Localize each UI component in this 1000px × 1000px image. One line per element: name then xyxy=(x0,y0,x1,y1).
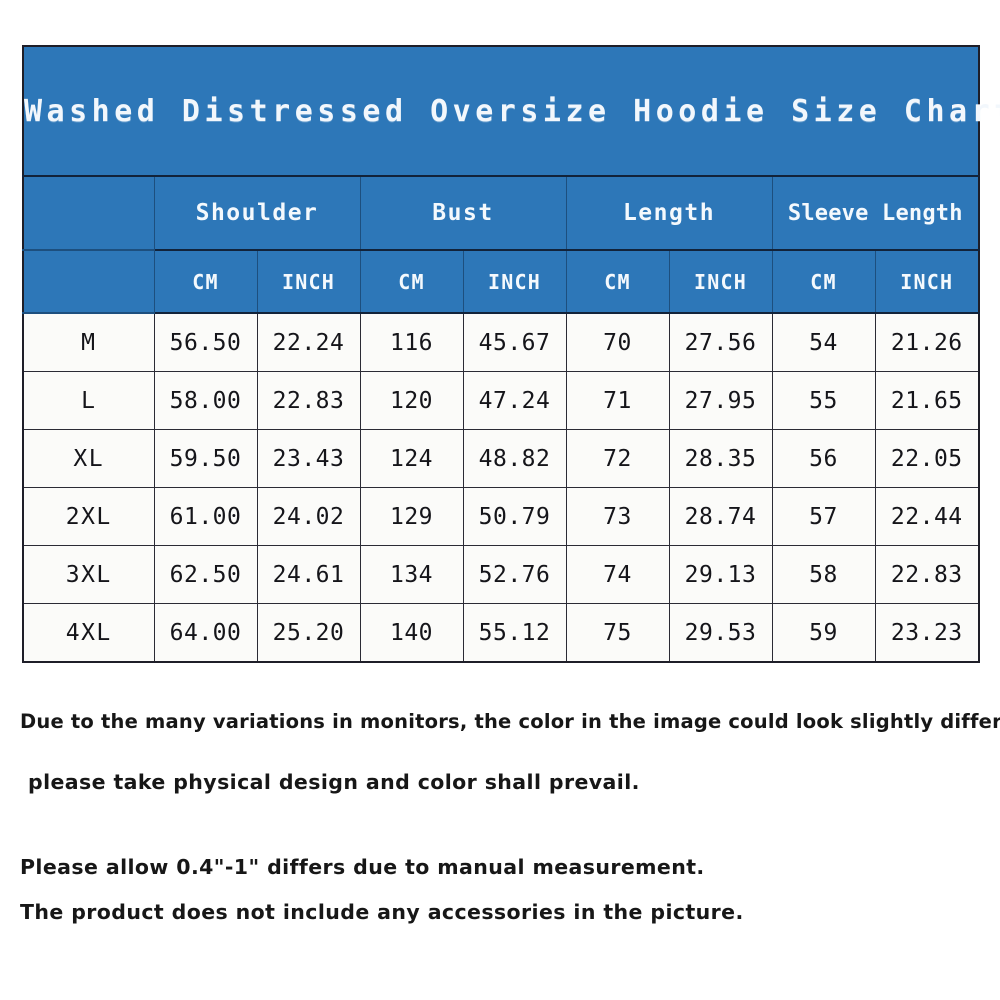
header-group-shoulder: Shoulder xyxy=(153,175,361,251)
cell-shoulder-inch: 23.43 xyxy=(256,429,361,488)
table-row: 4XL 64.00 25.20 140 55.12 75 29.53 59 23… xyxy=(22,603,980,663)
cell-sleeve-inch: 21.65 xyxy=(874,371,980,430)
cell-sleeve-inch: 22.44 xyxy=(874,487,980,546)
cell-length-cm: 70 xyxy=(565,312,670,372)
cell-sleeve-cm: 57 xyxy=(771,487,876,546)
unit-bust-cm: CM xyxy=(359,249,464,314)
cell-length-inch: 27.56 xyxy=(668,312,773,372)
cell-shoulder-cm: 64.00 xyxy=(153,603,258,663)
size-chart-table: Washed Distressed Oversize Hoodie Size C… xyxy=(22,45,1000,663)
unit-length-inch: INCH xyxy=(668,249,773,314)
cell-sleeve-cm: 59 xyxy=(771,603,876,663)
cell-sleeve-inch: 23.23 xyxy=(874,603,980,663)
cell-length-cm: 73 xyxy=(565,487,670,546)
unit-shoulder-cm: CM xyxy=(153,249,258,314)
header-group-sleeve-length: Sleeve Length xyxy=(771,175,980,251)
unit-bust-inch: INCH xyxy=(462,249,567,314)
cell-length-inch: 28.35 xyxy=(668,429,773,488)
cell-shoulder-inch: 22.24 xyxy=(256,312,361,372)
size-label: M xyxy=(22,312,155,372)
size-label: 4XL xyxy=(22,603,155,663)
cell-bust-cm: 116 xyxy=(359,312,464,372)
unit-sleeve-cm: CM xyxy=(771,249,876,314)
cell-shoulder-cm: 61.00 xyxy=(153,487,258,546)
cell-length-cm: 72 xyxy=(565,429,670,488)
cell-bust-cm: 140 xyxy=(359,603,464,663)
cell-length-cm: 75 xyxy=(565,603,670,663)
cell-sleeve-inch: 22.05 xyxy=(874,429,980,488)
cell-bust-inch: 45.67 xyxy=(462,312,567,372)
table-group-header-row: Shoulder Bust Length Sleeve Length xyxy=(22,175,980,251)
cell-bust-inch: 55.12 xyxy=(462,603,567,663)
cell-bust-cm: 124 xyxy=(359,429,464,488)
table-row: M 56.50 22.24 116 45.67 70 27.56 54 21.2… xyxy=(22,312,980,372)
unit-blank-corner xyxy=(22,249,155,314)
cell-length-inch: 27.95 xyxy=(668,371,773,430)
size-label: XL xyxy=(22,429,155,488)
cell-length-inch: 29.53 xyxy=(668,603,773,663)
cell-length-cm: 74 xyxy=(565,545,670,604)
cell-shoulder-cm: 59.50 xyxy=(153,429,258,488)
cell-sleeve-inch: 22.83 xyxy=(874,545,980,604)
chart-title-cell: Washed Distressed Oversize Hoodie Size C… xyxy=(22,45,1000,177)
cell-bust-cm: 134 xyxy=(359,545,464,604)
cell-shoulder-inch: 24.02 xyxy=(256,487,361,546)
cell-sleeve-cm: 55 xyxy=(771,371,876,430)
cell-shoulder-inch: 24.61 xyxy=(256,545,361,604)
table-row: 3XL 62.50 24.61 134 52.76 74 29.13 58 22… xyxy=(22,545,980,604)
cell-shoulder-cm: 56.50 xyxy=(153,312,258,372)
size-label: 2XL xyxy=(22,487,155,546)
unit-sleeve-inch: INCH xyxy=(874,249,980,314)
cell-bust-cm: 129 xyxy=(359,487,464,546)
header-group-bust: Bust xyxy=(359,175,567,251)
cell-bust-inch: 50.79 xyxy=(462,487,567,546)
header-blank-corner xyxy=(22,175,155,251)
header-group-length: Length xyxy=(565,175,773,251)
note-measurement-tolerance: Please allow 0.4"-1" differs due to manu… xyxy=(20,855,705,879)
table-title-row: Washed Distressed Oversize Hoodie Size C… xyxy=(22,45,1000,177)
note-no-accessories: The product does not include any accesso… xyxy=(20,900,744,924)
cell-length-cm: 71 xyxy=(565,371,670,430)
cell-length-inch: 29.13 xyxy=(668,545,773,604)
note-monitor-variation-line1: Due to the many variations in monitors, … xyxy=(20,710,1000,733)
cell-bust-inch: 47.24 xyxy=(462,371,567,430)
cell-shoulder-cm: 58.00 xyxy=(153,371,258,430)
cell-sleeve-inch: 21.26 xyxy=(874,312,980,372)
cell-length-inch: 28.74 xyxy=(668,487,773,546)
cell-shoulder-cm: 62.50 xyxy=(153,545,258,604)
size-label: L xyxy=(22,371,155,430)
cell-bust-inch: 48.82 xyxy=(462,429,567,488)
cell-bust-cm: 120 xyxy=(359,371,464,430)
unit-length-cm: CM xyxy=(565,249,670,314)
note-monitor-variation-line2: please take physical design and color sh… xyxy=(28,770,640,794)
cell-sleeve-cm: 56 xyxy=(771,429,876,488)
cell-shoulder-inch: 22.83 xyxy=(256,371,361,430)
table-row: L 58.00 22.83 120 47.24 71 27.95 55 21.6… xyxy=(22,371,980,430)
table-row: 2XL 61.00 24.02 129 50.79 73 28.74 57 22… xyxy=(22,487,980,546)
size-label: 3XL xyxy=(22,545,155,604)
table-row: XL 59.50 23.43 124 48.82 72 28.35 56 22.… xyxy=(22,429,980,488)
table-unit-header-row: CM INCH CM INCH CM INCH CM INCH xyxy=(22,249,980,314)
cell-sleeve-cm: 58 xyxy=(771,545,876,604)
cell-bust-inch: 52.76 xyxy=(462,545,567,604)
unit-shoulder-inch: INCH xyxy=(256,249,361,314)
page-title: Washed Distressed Oversize Hoodie Size C… xyxy=(24,93,1000,129)
cell-shoulder-inch: 25.20 xyxy=(256,603,361,663)
cell-sleeve-cm: 54 xyxy=(771,312,876,372)
